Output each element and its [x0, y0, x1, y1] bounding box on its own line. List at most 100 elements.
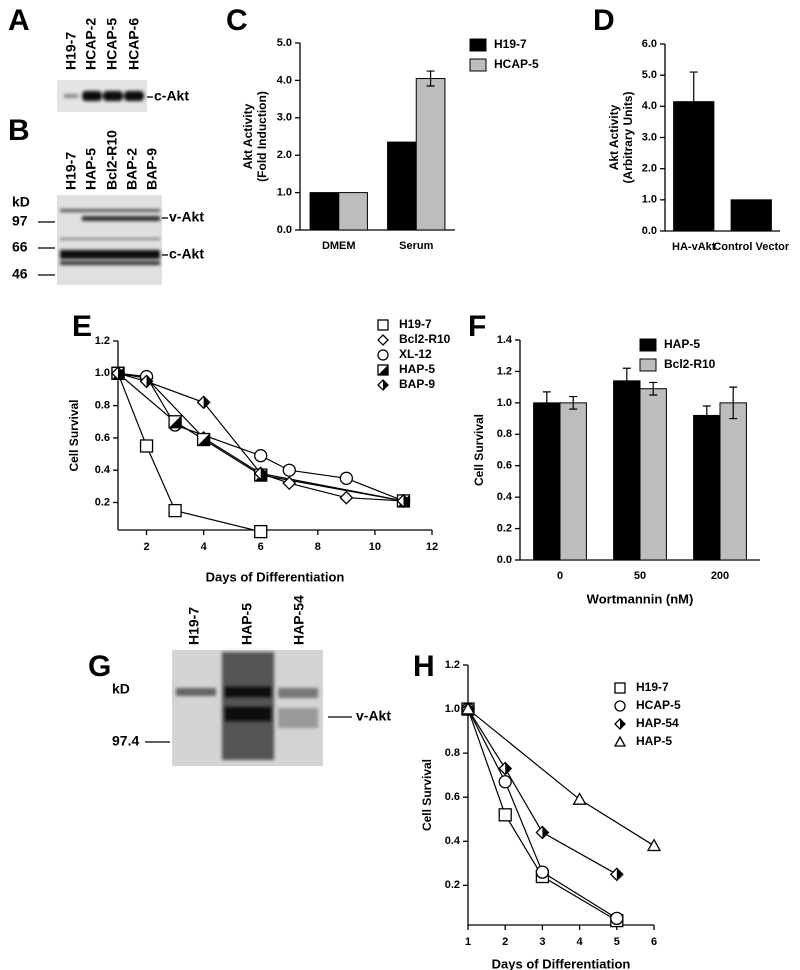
band — [60, 250, 160, 259]
error-bar — [426, 70, 435, 87]
y-tick-label: 0.0 — [497, 554, 512, 566]
unit-label: kD — [12, 194, 30, 210]
y-tick-label: 1.0 — [445, 703, 460, 715]
marker — [339, 490, 354, 505]
marker-fill — [378, 365, 388, 375]
bands — [64, 91, 144, 101]
marker — [196, 395, 211, 410]
marker — [253, 466, 268, 481]
marker-shape — [339, 490, 354, 505]
marker-shape — [377, 319, 389, 331]
bar — [730, 199, 772, 232]
legend-label: BAP-9 — [399, 377, 435, 391]
y-tick-label: 3.0 — [277, 112, 292, 124]
marker-fill — [505, 762, 512, 775]
marker-fill — [620, 719, 625, 729]
bar — [533, 402, 561, 561]
marker — [614, 718, 626, 730]
blot — [57, 80, 147, 112]
x-tick-label: HA-vAkt — [672, 241, 716, 253]
legend-label: HCAP-5 — [636, 698, 681, 712]
legend-label: XL-12 — [399, 347, 432, 361]
marker-fill — [118, 367, 124, 380]
marker-shape — [646, 838, 662, 852]
marker — [339, 471, 354, 485]
x-axis-label: Days of Differentiation — [492, 956, 631, 970]
marker — [614, 682, 626, 694]
marker-shape — [572, 792, 587, 805]
marker — [614, 700, 626, 712]
band — [278, 688, 318, 698]
bar — [613, 380, 641, 561]
y-tick-label: 0.0 — [277, 224, 292, 236]
y-tick-label: 0.8 — [95, 400, 110, 412]
lane-label: HAP-5 — [239, 603, 255, 645]
marker — [535, 825, 550, 840]
y-tick-label: 1.2 — [497, 365, 512, 377]
error-bar — [542, 391, 551, 415]
legend-swatch — [639, 338, 657, 352]
band — [82, 91, 102, 101]
legend-swatch — [639, 358, 657, 372]
marker-shape — [339, 471, 354, 485]
panel-label: H — [413, 650, 435, 683]
y-tick-label: 1.0 — [95, 367, 110, 379]
y-axis-label: Akt Activity — [241, 103, 255, 169]
legend-label: HCAP-5 — [494, 57, 539, 71]
y-tick-label: 5.0 — [642, 69, 657, 81]
error-bar — [729, 386, 738, 420]
marker-shape — [498, 808, 512, 822]
lane-label: H19-7 — [63, 32, 79, 70]
error-bar — [569, 395, 578, 410]
y-axis-label: (Fold Induction) — [255, 91, 269, 182]
lane-label: BAP-9 — [144, 148, 160, 190]
y-tick-label: 4.0 — [642, 100, 657, 112]
y-tick-label: 0.6 — [497, 460, 512, 472]
marker — [377, 364, 389, 376]
marker-shape — [377, 334, 389, 346]
marker — [168, 415, 182, 429]
panel-label: E — [72, 310, 92, 343]
x-tick-label: 0 — [557, 570, 563, 582]
legend-swatch — [469, 58, 487, 72]
y-axis-label: Cell Survival — [67, 399, 81, 471]
marker-shape — [254, 524, 268, 539]
y-tick-label: 1.4 — [497, 334, 513, 346]
y-axis-label: (Arbitrary Units) — [621, 91, 635, 183]
x-tick-label: 5 — [614, 936, 620, 948]
marker-fill — [197, 433, 210, 446]
marker-fill — [616, 868, 623, 881]
x-tick-label: Control Vector — [713, 241, 790, 253]
y-axis-label: Cell Survival — [420, 759, 434, 831]
legend-label: HAP-5 — [399, 362, 435, 376]
band-label: c-Akt — [169, 246, 204, 262]
marker — [377, 319, 389, 331]
y-tick-label: 0.4 — [445, 835, 461, 847]
y-tick-label: 0.0 — [642, 225, 657, 237]
error-bar — [689, 71, 698, 132]
marker — [572, 792, 587, 805]
y-tick-label: 0.4 — [497, 491, 513, 503]
band-label: v-Akt — [356, 708, 391, 724]
series-line — [117, 372, 404, 502]
marker-shape — [139, 439, 154, 453]
band — [60, 209, 160, 212]
band-label: v-Akt — [169, 209, 204, 225]
series-line — [117, 373, 261, 533]
marker — [613, 735, 627, 747]
marker — [498, 808, 512, 822]
marker-fill — [403, 494, 410, 507]
x-tick-label: 6 — [651, 936, 657, 948]
y-axis-label: Cell Survival — [472, 414, 486, 486]
y-tick-label: 0.8 — [445, 747, 460, 759]
y-tick-label: 0.6 — [445, 791, 460, 803]
x-tick-label: 10 — [369, 541, 381, 553]
lane-label: HCAP-5 — [104, 18, 120, 70]
x-tick-label: 8 — [315, 541, 321, 553]
series-line — [467, 708, 655, 847]
band — [103, 91, 123, 101]
unit-label: kD — [112, 681, 130, 697]
bar — [693, 414, 721, 561]
y-tick-label: 0.2 — [497, 522, 512, 534]
y-tick-label: 0.6 — [95, 432, 110, 444]
